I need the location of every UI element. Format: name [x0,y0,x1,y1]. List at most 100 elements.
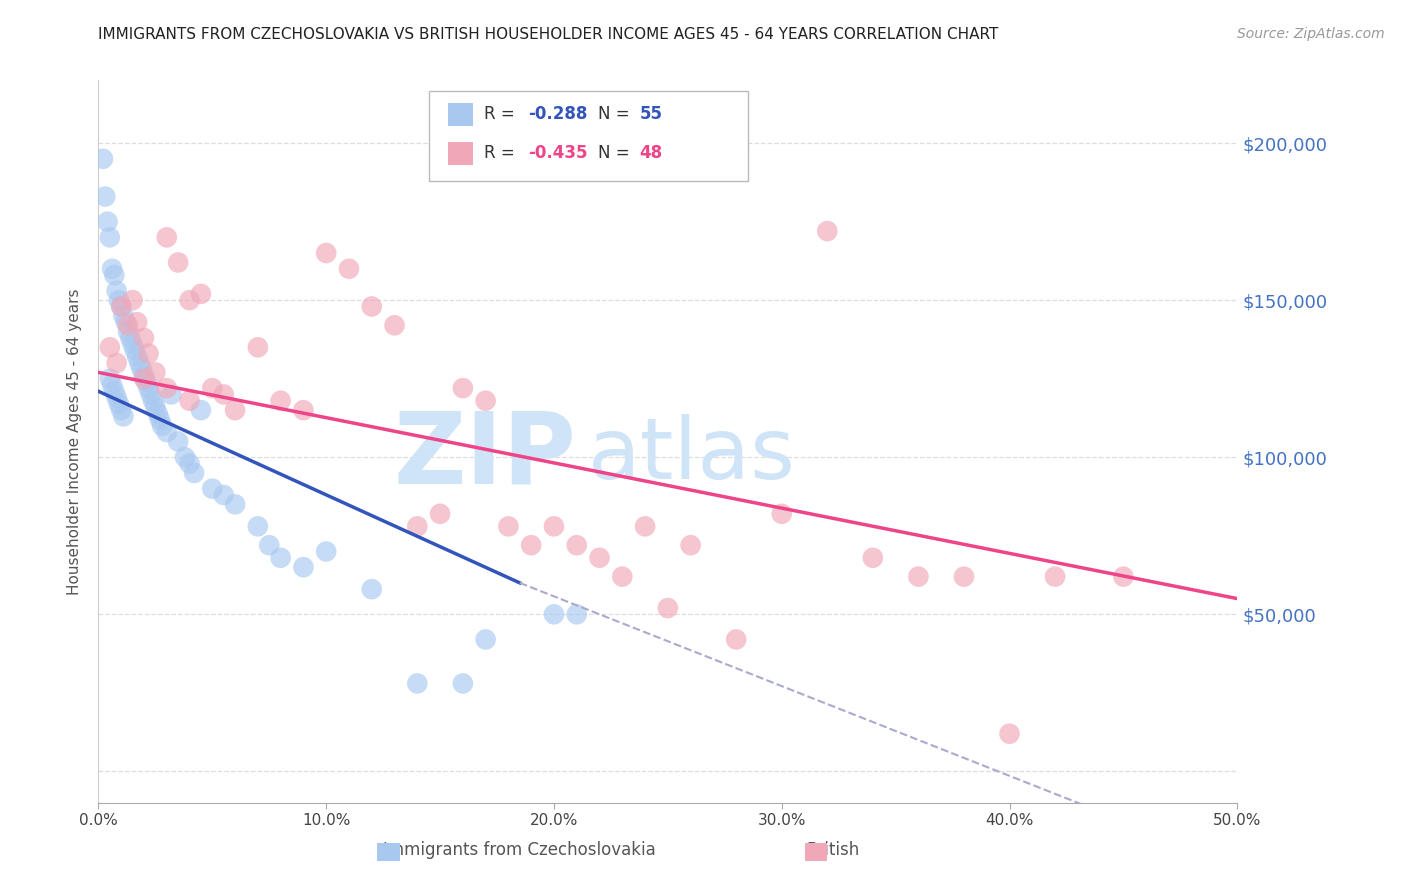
Point [108,397,131,411]
Point [127,350,149,364]
Point [132,331,155,345]
Point [138,381,160,395]
Point [406,519,429,533]
Point [103,268,125,282]
Point [128,356,150,370]
Point [315,544,337,558]
Point [183,466,205,480]
Point [862,550,884,565]
Point [224,403,246,417]
Point [101,261,124,276]
Point [190,403,212,417]
Point [474,393,496,408]
Point [259,538,281,552]
Point [474,632,496,647]
Point [520,538,543,552]
Text: -0.435: -0.435 [527,145,588,162]
Point [149,412,172,426]
Text: R =: R = [485,105,520,123]
Point [96,214,118,228]
Point [429,507,451,521]
Point [179,393,201,408]
Point [270,550,292,565]
Point [117,325,139,339]
Point [246,519,269,533]
Point [201,381,224,395]
Text: ZIP: ZIP [394,408,576,505]
Point [565,538,588,552]
Text: Source: ZipAtlas.com: Source: ZipAtlas.com [1237,27,1385,41]
Point [212,488,235,502]
Point [145,400,167,414]
Point [451,381,474,395]
Point [132,372,155,386]
Point [451,676,474,690]
Point [953,569,976,583]
Point [105,356,128,370]
Point [588,550,610,565]
Point [770,507,793,521]
Point [565,607,588,622]
Text: Immigrants from Czechoslovakia: Immigrants from Czechoslovakia [384,841,657,859]
Point [120,331,142,345]
Point [156,381,179,395]
Point [156,425,179,439]
Point [246,340,269,354]
Point [292,403,315,417]
Point [543,607,565,622]
Point [179,457,201,471]
Point [315,246,337,260]
Text: N =: N = [599,145,636,162]
Text: -0.288: -0.288 [527,105,588,123]
Point [121,337,143,351]
FancyBboxPatch shape [429,91,748,181]
Point [406,676,429,690]
Point [543,519,565,533]
Text: IMMIGRANTS FROM CZECHOSLOVAKIA VS BRITISH HOUSEHOLDER INCOME AGES 45 - 64 YEARS : IMMIGRANTS FROM CZECHOSLOVAKIA VS BRITIS… [98,27,998,42]
FancyBboxPatch shape [804,843,827,861]
Point [121,293,143,308]
Point [292,560,315,574]
Point [167,255,190,269]
Point [907,569,929,583]
Text: 55: 55 [640,105,662,123]
Point [91,152,114,166]
Point [98,230,121,244]
Point [105,391,128,405]
Point [94,189,117,203]
Point [124,343,146,358]
Point [127,315,149,329]
Point [105,284,128,298]
Point [498,519,520,533]
Point [725,632,748,647]
Point [167,434,190,449]
Point [679,538,702,552]
Point [384,318,406,333]
Text: 48: 48 [640,145,662,162]
Point [612,569,634,583]
Point [114,315,136,329]
Text: British: British [807,841,859,859]
Text: atlas: atlas [588,415,796,498]
Point [212,387,235,401]
Point [138,346,160,360]
Point [110,403,132,417]
Point [112,409,135,424]
Point [190,286,212,301]
Point [103,384,125,399]
Point [112,309,135,323]
Point [139,387,162,401]
Point [179,293,201,308]
Point [1112,569,1135,583]
Point [201,482,224,496]
Point [98,340,121,354]
Point [131,362,153,376]
Point [270,393,292,408]
Point [815,224,838,238]
Point [224,497,246,511]
Point [998,727,1021,741]
Point [132,368,155,383]
Point [1043,569,1066,583]
Point [142,393,165,408]
FancyBboxPatch shape [449,103,472,126]
